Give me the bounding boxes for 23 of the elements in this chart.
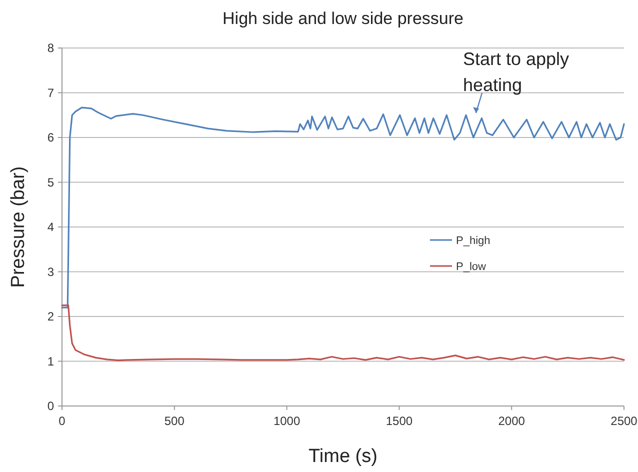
- y-tick-label: 8: [47, 41, 54, 56]
- y-tick-label: 3: [47, 264, 54, 279]
- y-tick-label: 1: [47, 354, 54, 368]
- x-tick-label: 2500: [610, 414, 638, 428]
- x-tick-label: 1500: [386, 414, 413, 428]
- x-tick-label: 2000: [498, 414, 526, 428]
- legend-label: P_high: [456, 234, 490, 247]
- y-tick-label: 2: [47, 310, 54, 324]
- y-tick-label: 7: [47, 86, 54, 100]
- line-series: [61, 304, 625, 362]
- x-tick-label: 500: [164, 414, 185, 428]
- x-axis-title: Time (s): [308, 446, 378, 467]
- y-tick-label: 4: [47, 220, 54, 234]
- x-tick-label: 1000: [273, 414, 300, 428]
- annotation: Start to apply heating: [463, 49, 570, 95]
- x-tick-label: 0: [58, 414, 66, 428]
- y-axis-title: Pressure (bar): [8, 166, 29, 288]
- y-tick-label: 6: [47, 130, 54, 145]
- y-tick-label: 0: [47, 399, 54, 414]
- chart-title: High side and low side pressure: [222, 9, 464, 28]
- line-series: [61, 106, 625, 308]
- y-tick-label: 5: [47, 175, 54, 190]
- legend-label: P_low: [456, 260, 486, 273]
